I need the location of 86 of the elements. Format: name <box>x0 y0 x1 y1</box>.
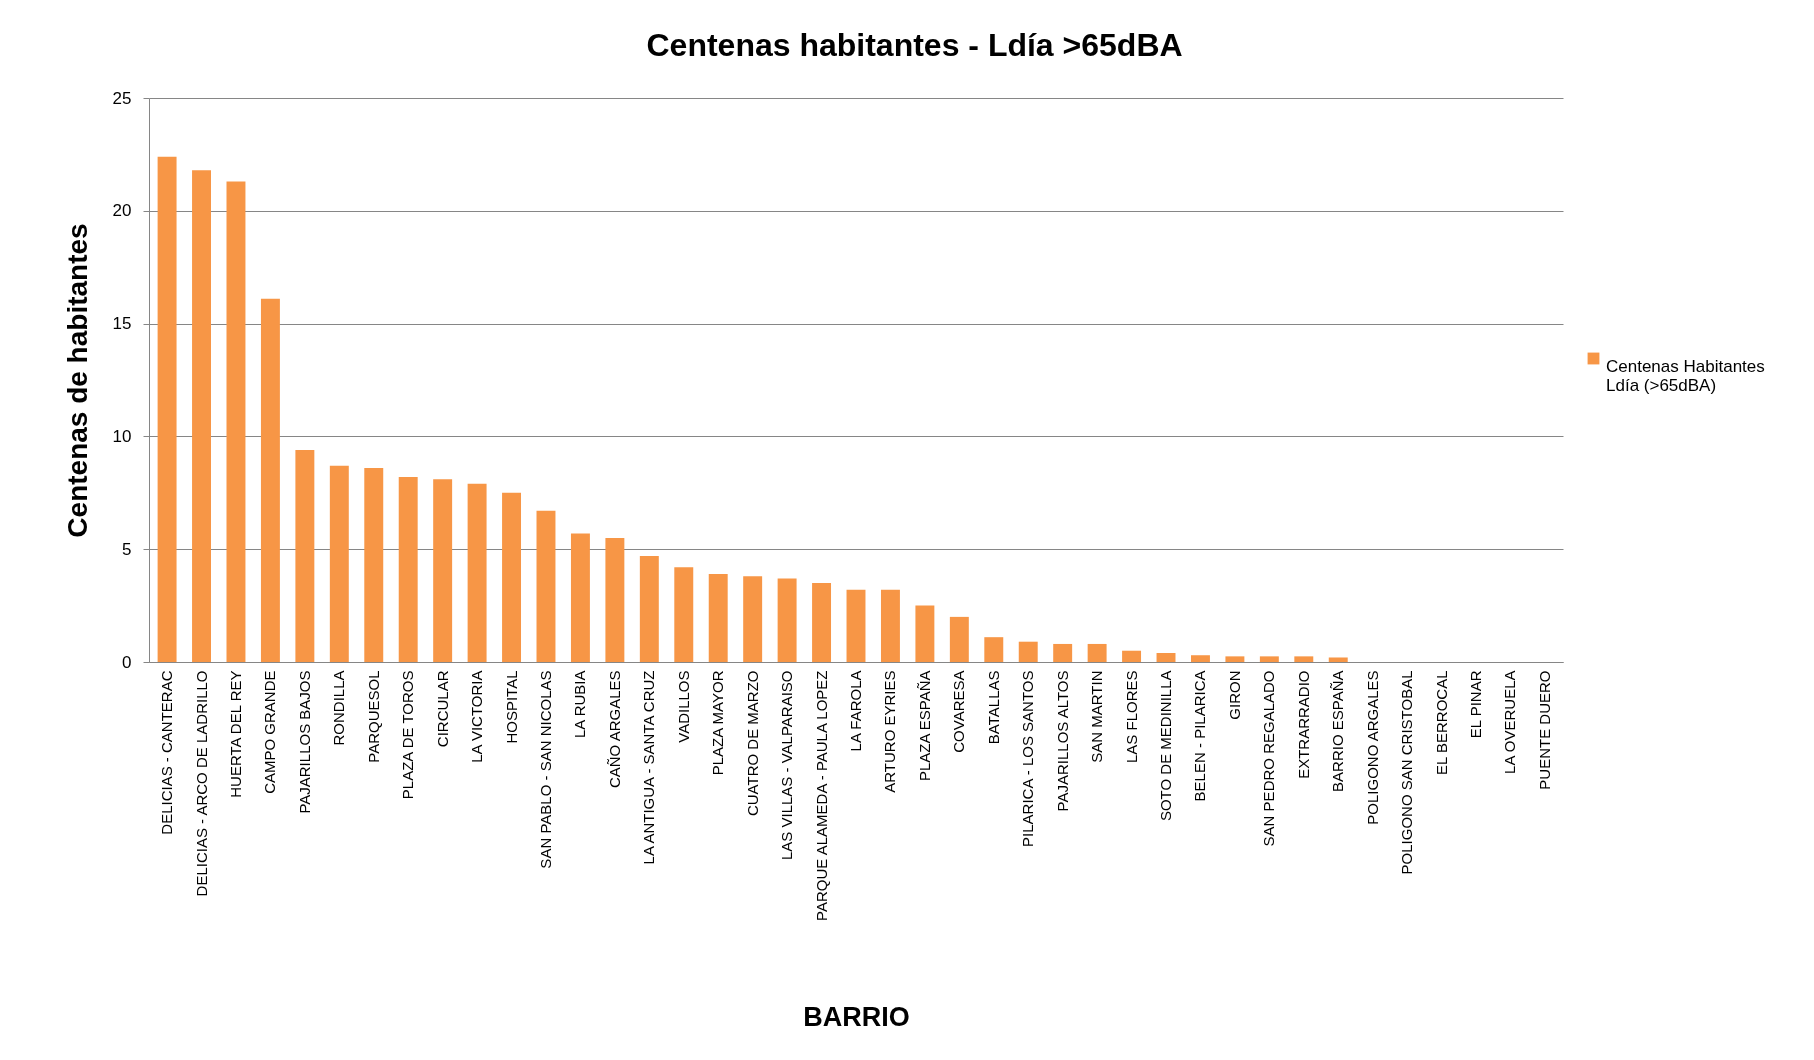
bar <box>639 555 659 662</box>
x-tick-label: DELICIAS - ARCO DE LADRILLO <box>192 670 210 897</box>
x-tick-label: LA FAROLA <box>847 670 864 752</box>
bar <box>1328 657 1348 662</box>
x-tick-label: CIRCULAR <box>433 670 451 748</box>
x-tick-label: LA OVERUELA <box>1501 670 1519 774</box>
x-tick-label: SAN PABLO - SAN NICOLAS <box>536 670 554 869</box>
x-tick-label: CAMPO GRANDE <box>261 670 279 794</box>
x-tick-label: BATALLAS <box>984 670 1002 745</box>
x-tick-label: SAN PEDRO REGALADO <box>1260 670 1278 847</box>
bar <box>605 537 625 662</box>
x-tick-label: RONDILLA <box>330 670 348 746</box>
bar <box>1190 655 1210 662</box>
bar <box>157 156 177 662</box>
x-tick-label: PLAZA DE TOROS <box>399 670 417 800</box>
x-tick-label: VADILLOS <box>674 670 692 743</box>
x-tick-label: HUERTA DEL REY <box>226 670 244 798</box>
bar <box>949 616 969 662</box>
y-tick-label: 20 <box>112 201 132 221</box>
bar <box>743 576 763 662</box>
bar <box>1225 656 1245 662</box>
bar <box>984 637 1004 662</box>
x-tick-label: EL PINAR <box>1467 670 1485 739</box>
x-tick-label: EL BERROCAL <box>1432 670 1450 775</box>
x-tick-label: PAJARILLOS ALTOS <box>1053 670 1071 812</box>
bar <box>536 510 556 662</box>
bar <box>329 465 349 662</box>
x-tick-label: HOSPITAL <box>502 670 520 744</box>
x-tick-label: SOTO DE MEDINILLA <box>1157 670 1175 822</box>
x-tick-label: PUENTE DUERO <box>1535 670 1553 790</box>
bar <box>812 583 832 662</box>
bar <box>570 533 590 662</box>
x-tick-label: LA VICTORIA <box>468 670 486 763</box>
x-tick-label: PARQUESOL <box>364 670 382 763</box>
x-tick-label: LA ANTIGUA - SANTA CRUZ <box>640 670 658 865</box>
bar <box>433 479 453 662</box>
x-tick-label: PAJARILLOS BAJOS <box>295 670 313 814</box>
y-tick-label: 10 <box>112 426 132 446</box>
y-tick-label: 0 <box>122 652 132 672</box>
x-tick-label: BELEN - PILARICA <box>1191 670 1209 802</box>
x-tick-label: CAÑO ARGALES <box>605 670 623 789</box>
x-tick-label: PLAZA MAYOR <box>709 670 727 776</box>
bar <box>502 492 522 662</box>
bar <box>1018 641 1038 662</box>
x-tick-label: LA RUBIA <box>571 670 589 739</box>
x-tick-label: COVARESA <box>950 670 968 753</box>
bar <box>260 298 280 662</box>
bar <box>777 578 797 662</box>
x-tick-label: ARTURO EYRIES <box>881 670 899 793</box>
bar <box>226 181 246 662</box>
bar <box>708 574 728 662</box>
x-tick-label: PILARICA - LOS SANTOS <box>1019 670 1037 847</box>
x-tick-label: PARQUE ALAMEDA - PAULA LOPEZ <box>812 670 830 921</box>
bar <box>364 467 384 662</box>
bar <box>192 170 211 662</box>
bar <box>1122 650 1142 662</box>
chart-title: Centenas habitantes - Ldía >65dBA <box>646 27 1183 63</box>
x-tick-label: PLAZA ESPAÑA <box>915 670 933 782</box>
y-tick-label: 15 <box>112 314 132 334</box>
x-tick-label: LAS VILLAS - VALPARAISO <box>778 670 796 861</box>
bar <box>674 567 694 662</box>
y-axis-title: Centenas de habitantes <box>61 223 93 538</box>
bar <box>398 477 418 662</box>
bar <box>295 449 315 662</box>
bar <box>1087 643 1107 662</box>
x-tick-label: GIRON <box>1225 670 1243 720</box>
bar <box>846 589 866 662</box>
y-tick-label: 5 <box>122 539 132 559</box>
x-tick-label: POLIGONO SAN CRISTOBAL <box>1398 670 1416 875</box>
x-tick-label: LAS FLORES <box>1122 670 1140 764</box>
bar <box>467 483 487 662</box>
bar <box>1156 652 1176 662</box>
x-axis-title: BARRIO <box>803 1001 910 1032</box>
x-tick-label: EXTRARRADIO <box>1294 670 1312 779</box>
y-tick-label: 25 <box>112 88 132 108</box>
x-tick-label: SAN MARTIN <box>1088 670 1106 763</box>
x-tick-label: POLIGONO ARGALES <box>1363 670 1381 825</box>
bar <box>1259 656 1279 662</box>
bar <box>880 589 900 662</box>
bar <box>1053 643 1073 662</box>
legend-label: Centenas Habitantes Ldía (>65dBA) <box>1606 356 1765 395</box>
x-tick-label: DELICIAS - CANTERAC <box>158 670 176 835</box>
bar <box>915 605 935 662</box>
bar <box>1294 656 1314 662</box>
x-tick-label: CUATRO DE MARZO <box>743 670 761 817</box>
x-tick-label: BARRIO ESPAÑA <box>1329 670 1347 792</box>
